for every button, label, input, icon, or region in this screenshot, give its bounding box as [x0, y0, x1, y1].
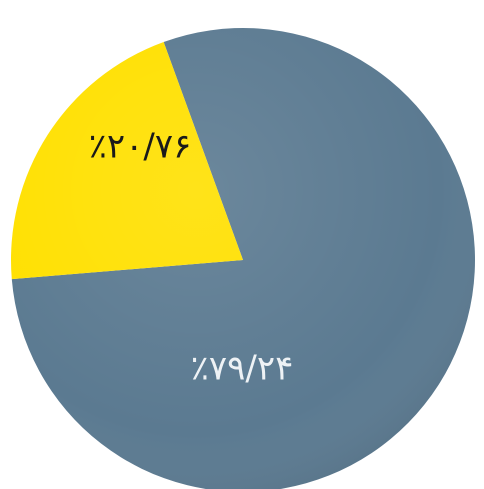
- pie-labels: ٪۷۹/۲۴ ٪۲۰/۷۶: [89, 127, 294, 389]
- pie-slice-label-0: ٪۷۹/۲۴: [191, 349, 294, 389]
- pie-slice-label-1: ٪۲۰/۷۶: [89, 127, 192, 167]
- pie-slices: [10, 28, 475, 489]
